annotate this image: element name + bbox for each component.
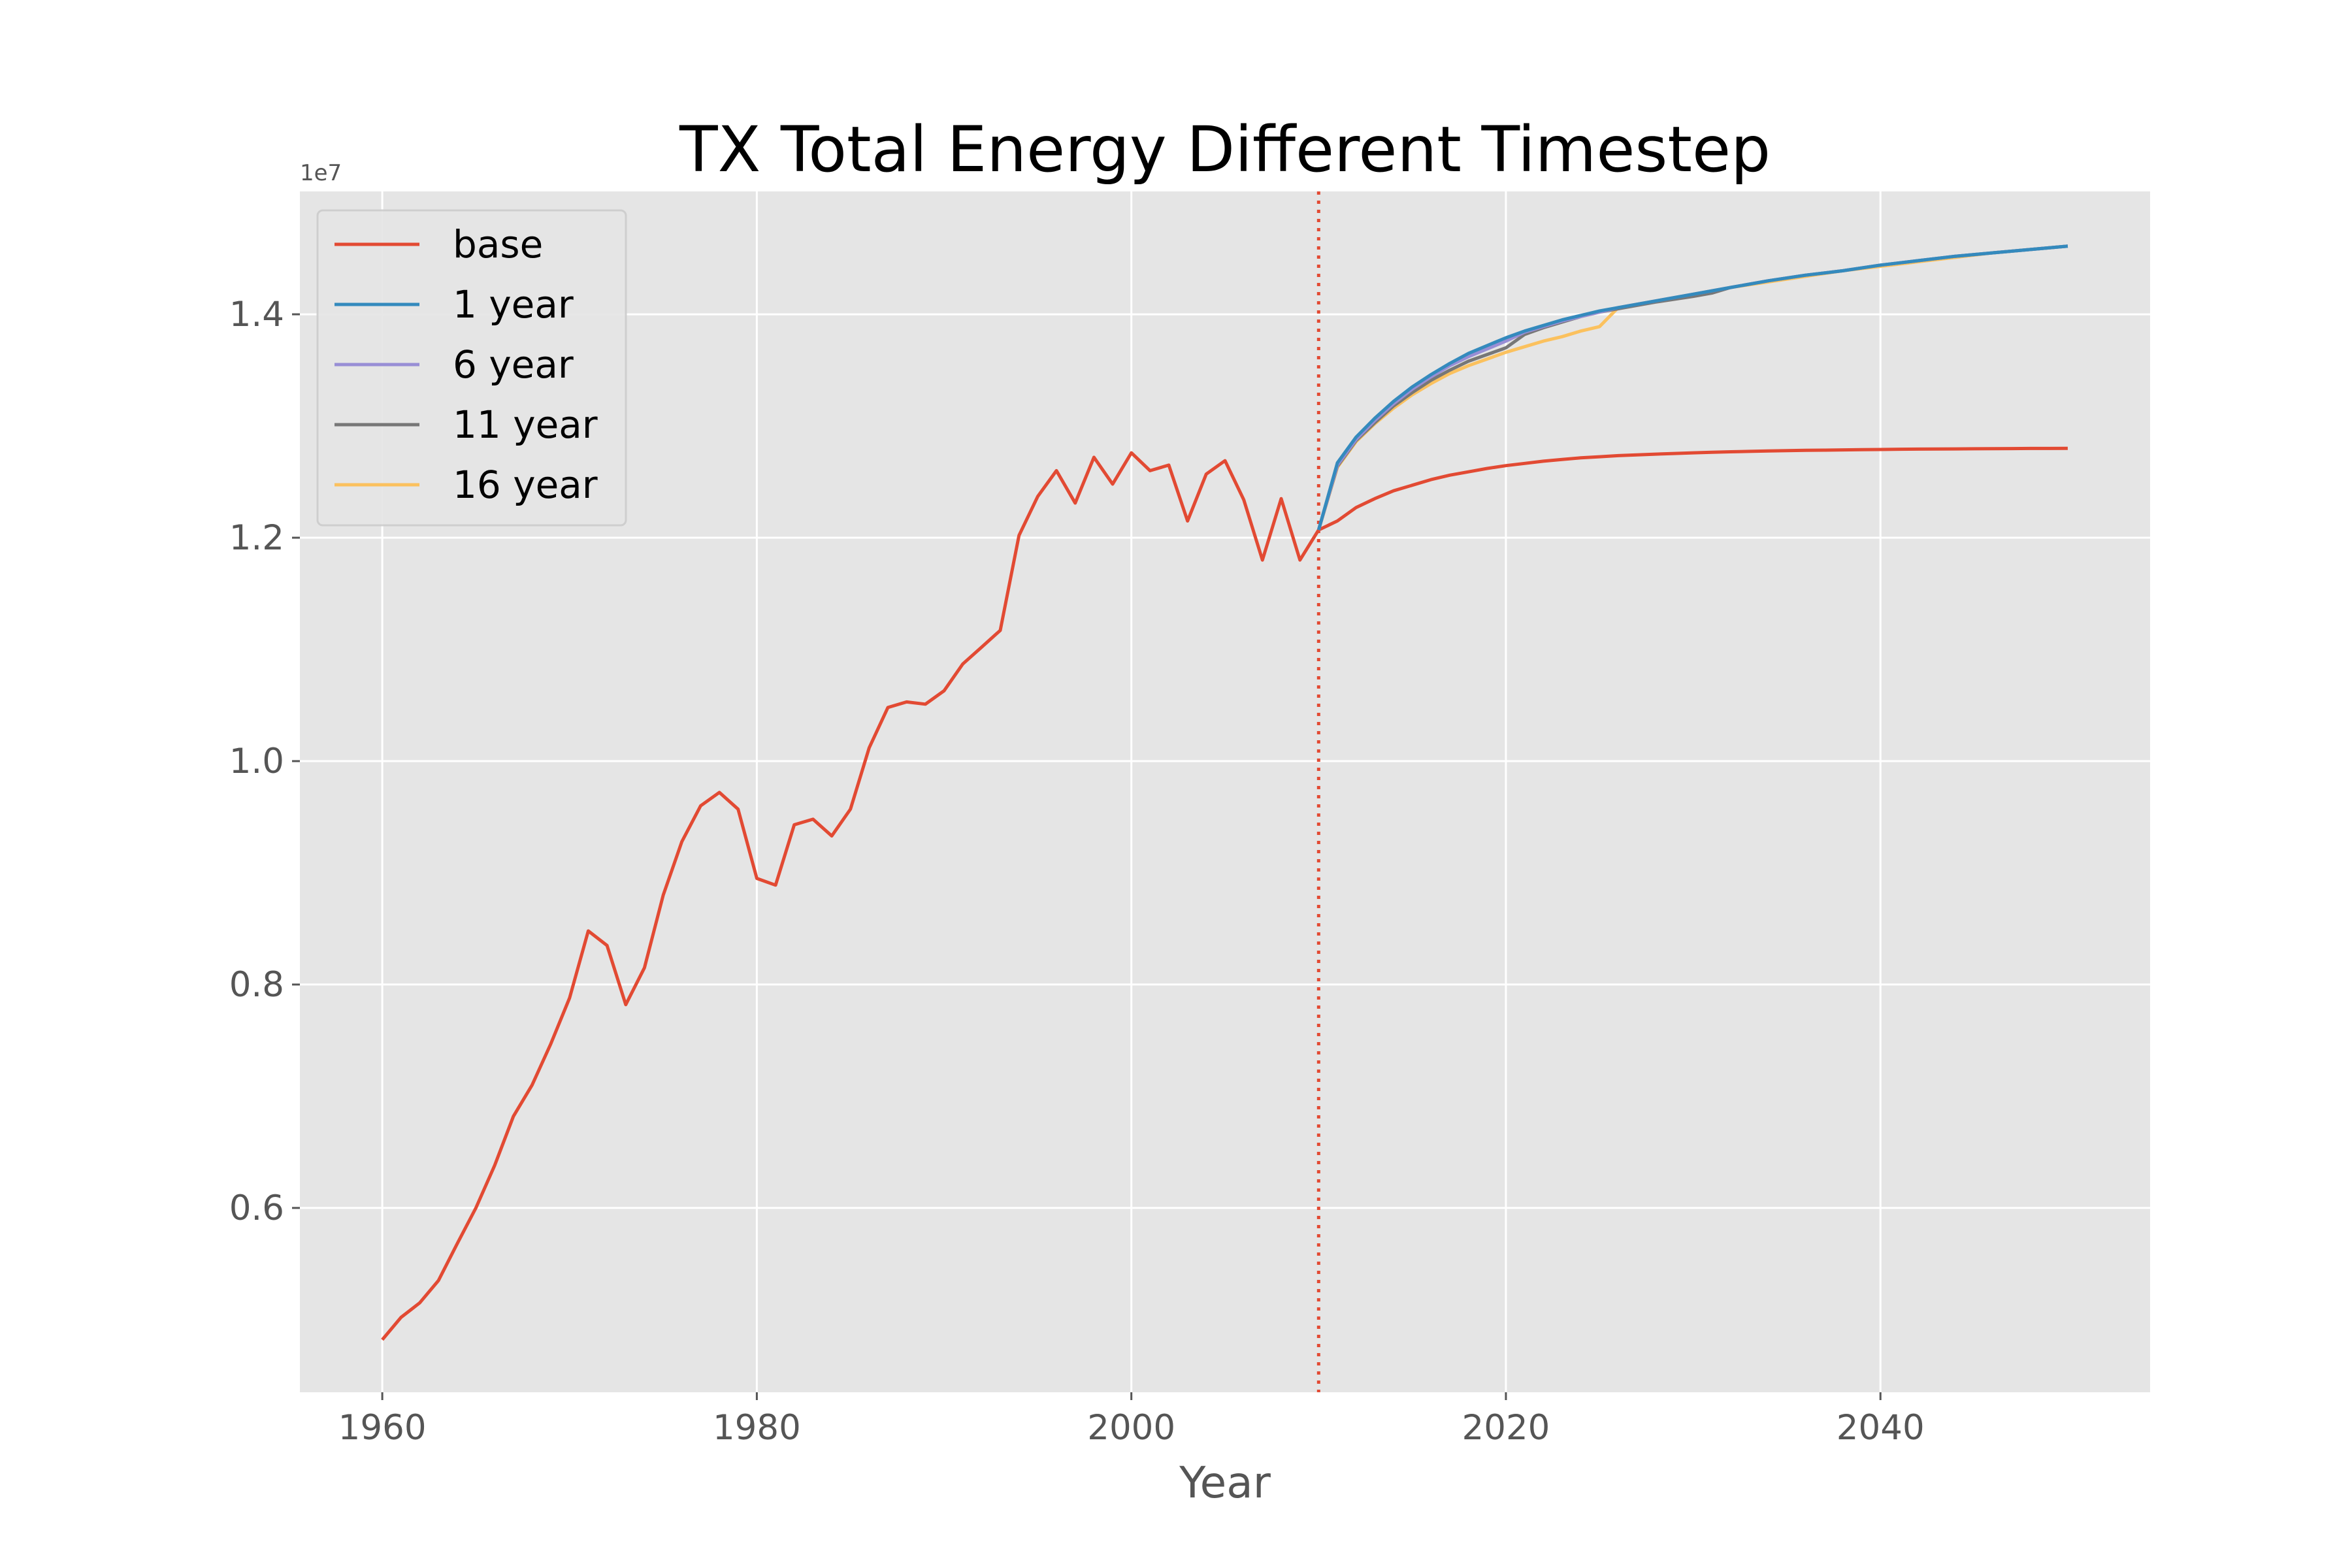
x-tick-label: 2000 xyxy=(1087,1408,1175,1448)
legend-label: base xyxy=(453,222,543,267)
x-axis-label: Year xyxy=(1179,1458,1271,1508)
y-offset-label: 1e7 xyxy=(300,160,342,186)
legend-label: 11 year xyxy=(453,402,598,447)
y-tick-label: 1.2 xyxy=(229,518,284,558)
y-tick-label: 1.0 xyxy=(229,742,284,781)
legend-label: 1 year xyxy=(453,282,574,327)
chart-title: TX Total Energy Different Timestep xyxy=(679,113,1771,186)
x-tick-label: 1980 xyxy=(713,1408,801,1448)
y-tick-label: 0.8 xyxy=(229,965,284,1005)
series-line-base xyxy=(381,446,2068,1341)
y-ticks: 0.6 0.8 1.0 1.2 1.4 xyxy=(229,295,300,1228)
x-ticks: 1960 1980 2000 2020 2040 xyxy=(338,1392,1925,1448)
legend-label: 6 year xyxy=(453,342,574,387)
grid xyxy=(300,191,2150,1392)
x-tick-label: 2040 xyxy=(1837,1408,1925,1448)
legend-box xyxy=(316,209,627,527)
x-tick-label: 2020 xyxy=(1462,1408,1550,1448)
series-layer xyxy=(381,244,2068,1341)
legend-label: 16 year xyxy=(453,463,598,507)
legend: base 1 year 6 year 11 year 16 year xyxy=(316,209,627,527)
series-line-1-year xyxy=(1316,244,2068,531)
y-tick-label: 1.4 xyxy=(229,295,284,335)
x-tick-label: 1960 xyxy=(338,1408,427,1448)
y-tick-label: 0.6 xyxy=(229,1188,284,1228)
